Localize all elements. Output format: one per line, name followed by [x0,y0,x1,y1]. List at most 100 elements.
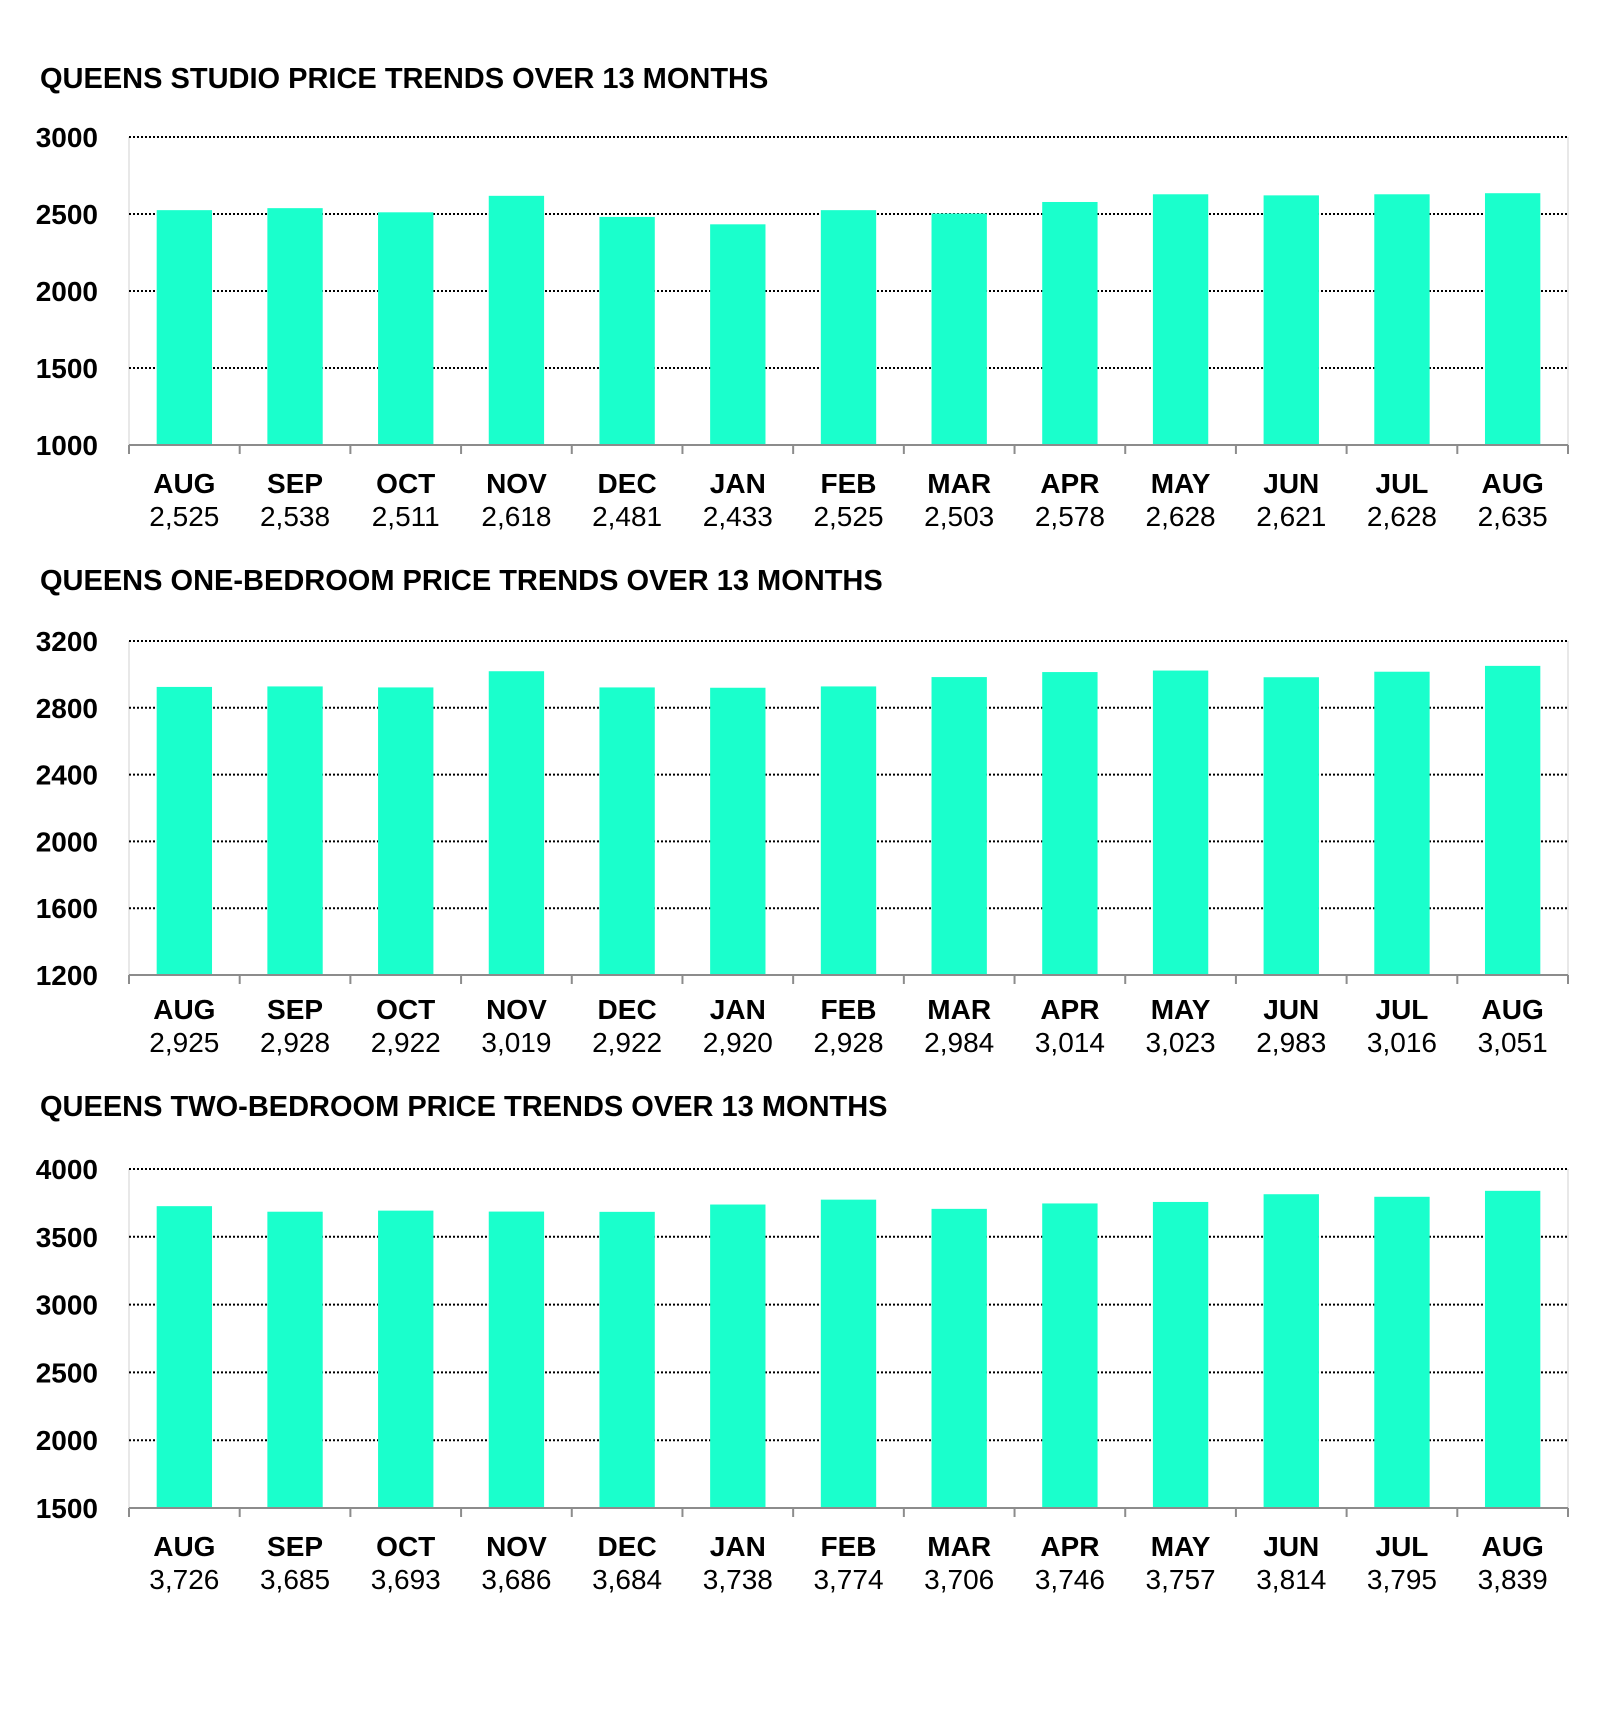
value-label: 2,481 [592,501,662,532]
category-label: AUG [153,1531,215,1562]
y-tick-label: 2800 [36,693,98,724]
bar [1484,665,1541,975]
value-label: 2,635 [1478,501,1548,532]
category-label: MAY [1151,994,1211,1025]
bar [1152,670,1209,975]
chart-2: QUEENS ONE-BEDROOM PRICE TRENDS OVER 13 … [36,565,1569,1058]
category-label: APR [1040,468,1099,499]
category-label: JUL [1376,468,1429,499]
bar [1042,672,1098,975]
y-tick-label: 1500 [36,1493,98,1524]
bar [710,1204,766,1508]
value-label: 3,019 [481,1027,551,1058]
y-tick-label: 2500 [36,199,98,230]
category-label: MAR [927,468,991,499]
value-label: 2,984 [924,1027,994,1058]
bar [710,687,766,975]
value-label: 2,922 [592,1027,662,1058]
bar [1263,1194,1319,1508]
value-label: 2,928 [260,1027,330,1058]
bar [599,1211,655,1508]
chart-title: QUEENS STUDIO PRICE TRENDS OVER 13 MONTH… [40,63,768,95]
value-label: 3,684 [592,1564,662,1595]
bar [599,687,655,975]
category-label: FEB [821,1531,877,1562]
category-label: AUG [153,994,215,1025]
category-label: JAN [710,1531,766,1562]
y-tick-label: 2000 [36,276,98,307]
bar [1374,1196,1430,1508]
value-label: 3,693 [371,1564,441,1595]
bar [488,671,545,975]
bar [1152,1201,1209,1508]
value-label: 2,920 [703,1027,773,1058]
category-label: SEP [267,468,323,499]
y-tick-label: 1000 [36,430,98,461]
value-label: 2,511 [372,501,440,532]
category-label: NOV [486,1531,547,1562]
bar [1263,195,1319,445]
value-label: 3,757 [1146,1564,1216,1595]
bar [1484,193,1541,445]
category-label: NOV [486,994,547,1025]
category-label: MAR [927,1531,991,1562]
bar [1042,1203,1098,1508]
category-label: SEP [267,1531,323,1562]
y-tick-label: 1600 [36,893,98,924]
value-label: 2,618 [481,501,551,532]
y-tick-label: 4000 [36,1154,98,1185]
bar [1263,677,1319,975]
value-label: 2,621 [1256,501,1326,532]
bar [931,1208,987,1508]
y-tick-label: 1500 [36,353,98,384]
category-label: OCT [376,1531,435,1562]
value-label: 3,814 [1256,1564,1326,1595]
bar [378,212,434,445]
category-label: MAY [1151,1531,1211,1562]
bar [710,224,766,445]
value-label: 3,016 [1367,1027,1437,1058]
category-label: FEB [821,468,877,499]
category-label: SEP [267,994,323,1025]
category-label: AUG [153,468,215,499]
value-label: 3,685 [260,1564,330,1595]
value-label: 2,925 [149,1027,219,1058]
y-tick-label: 3200 [36,626,98,657]
value-label: 3,706 [924,1564,994,1595]
category-label: JUN [1263,468,1319,499]
value-label: 3,774 [813,1564,883,1595]
y-tick-label: 2000 [36,1425,98,1456]
bar [378,1210,434,1508]
value-label: 2,433 [703,501,773,532]
category-label: MAY [1151,468,1211,499]
bar [1042,201,1098,445]
value-label: 2,503 [924,501,994,532]
chart-title: QUEENS TWO-BEDROOM PRICE TRENDS OVER 13 … [40,1091,888,1123]
bar [1152,194,1209,445]
value-label: 2,628 [1367,501,1437,532]
category-label: AUG [1482,994,1544,1025]
value-label: 2,628 [1146,501,1216,532]
y-tick-label: 3500 [36,1222,98,1253]
category-label: AUG [1482,468,1544,499]
value-label: 2,578 [1035,501,1105,532]
bar [156,1206,213,1508]
bar [820,686,877,975]
category-label: AUG [1482,1531,1544,1562]
value-label: 3,023 [1146,1027,1216,1058]
bar [1374,194,1430,445]
value-label: 3,686 [481,1564,551,1595]
category-label: DEC [598,468,657,499]
value-label: 2,525 [149,501,219,532]
y-tick-label: 1200 [36,960,98,991]
value-label: 3,014 [1035,1027,1105,1058]
bar [267,1211,323,1508]
category-label: DEC [598,994,657,1025]
category-label: FEB [821,994,877,1025]
bar [488,195,545,445]
bar [267,686,323,975]
value-label: 2,538 [260,501,330,532]
value-label: 2,983 [1256,1027,1326,1058]
value-label: 3,738 [703,1564,773,1595]
